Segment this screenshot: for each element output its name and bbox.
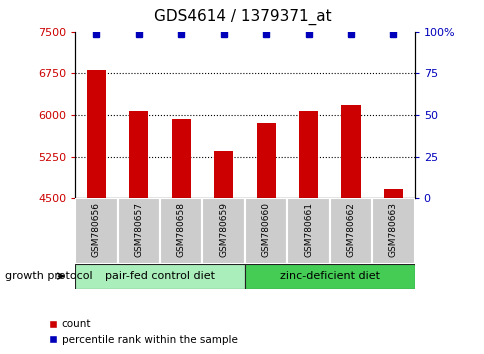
Bar — [372, 198, 414, 264]
Bar — [214, 150, 233, 198]
Bar — [117, 198, 160, 264]
Text: pair-fed control diet: pair-fed control diet — [105, 271, 214, 281]
Bar — [341, 104, 360, 198]
Text: GDS4614 / 1379371_at: GDS4614 / 1379371_at — [153, 9, 331, 25]
Bar — [129, 110, 148, 198]
Legend: count, percentile rank within the sample: count, percentile rank within the sample — [44, 315, 241, 349]
Bar — [244, 264, 414, 289]
Text: GSM780663: GSM780663 — [388, 202, 397, 257]
Bar — [202, 198, 244, 264]
Bar — [160, 198, 202, 264]
Text: GSM780657: GSM780657 — [134, 202, 143, 257]
Text: zinc-deficient diet: zinc-deficient diet — [279, 271, 379, 281]
Text: GSM780661: GSM780661 — [303, 202, 313, 257]
Text: GSM780656: GSM780656 — [91, 202, 101, 257]
Bar — [75, 264, 244, 289]
Bar — [299, 110, 318, 198]
Bar — [75, 198, 117, 264]
Bar — [244, 198, 287, 264]
Bar — [383, 189, 402, 198]
Bar — [256, 124, 275, 198]
Text: GSM780658: GSM780658 — [176, 202, 185, 257]
Text: GSM780660: GSM780660 — [261, 202, 270, 257]
Text: GSM780659: GSM780659 — [219, 202, 228, 257]
Bar — [87, 70, 106, 198]
Bar — [171, 120, 190, 198]
Text: growth protocol: growth protocol — [5, 271, 92, 281]
Text: GSM780662: GSM780662 — [346, 202, 355, 257]
Bar — [329, 198, 372, 264]
Bar — [287, 198, 329, 264]
